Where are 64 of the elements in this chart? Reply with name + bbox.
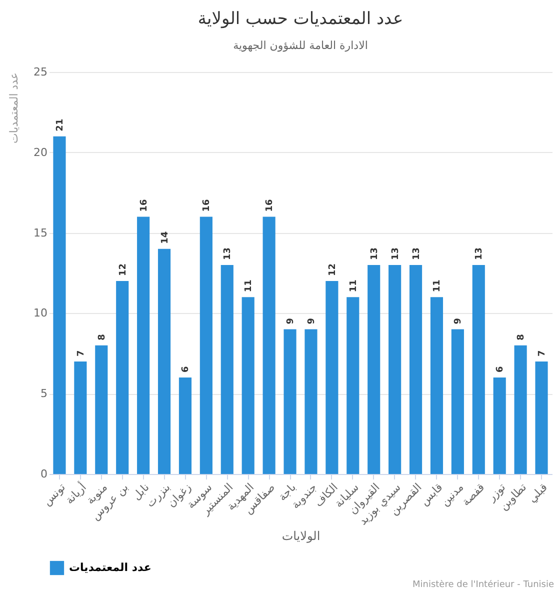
data-label: 8: [516, 334, 527, 340]
x-axis-title: الولايات: [282, 528, 320, 543]
bar: [116, 281, 129, 474]
y-tick-label: 10: [34, 306, 48, 320]
data-label: 14: [160, 231, 170, 244]
data-label: 7: [76, 350, 86, 356]
bar: [388, 264, 402, 474]
data-label: 8: [97, 334, 108, 340]
bar: [430, 297, 444, 474]
data-label: 16: [265, 199, 276, 212]
data-label: 13: [474, 247, 485, 260]
bar: [304, 329, 318, 474]
data-label: 9: [286, 318, 296, 324]
data-label: 13: [390, 247, 401, 260]
x-tick-label: تونس: [40, 480, 68, 508]
bar: [409, 264, 422, 474]
bar: [284, 329, 296, 474]
data-label: 11: [348, 280, 359, 292]
data-label: 7: [538, 350, 548, 356]
x-tick-label: نابل: [130, 480, 152, 503]
bar: [200, 216, 212, 474]
data-label: 16: [139, 199, 150, 212]
bar: [493, 378, 506, 474]
data-label: 6: [496, 366, 506, 373]
data-label: 9: [306, 318, 317, 324]
data-label: 11: [244, 280, 254, 292]
data-label: 6: [181, 366, 192, 373]
bar: [346, 297, 360, 474]
bar: [74, 361, 87, 474]
data-label: 13: [370, 247, 380, 260]
bar: [535, 361, 548, 474]
y-tick-label: 5: [40, 387, 48, 400]
y-tick-label: 20: [34, 146, 48, 159]
data-label: 12: [118, 264, 128, 276]
legend-label: عدد المعتمديات: [69, 561, 152, 574]
x-tick-label: قبلي: [526, 480, 550, 506]
text: Ministère de l'Intérieur - Tunisie: [411, 580, 555, 590]
data-label: 13: [412, 247, 422, 260]
bar: [53, 136, 66, 474]
data-label: 9: [454, 318, 464, 324]
bar: [451, 329, 464, 474]
bar: [368, 264, 380, 474]
bar: [514, 345, 527, 474]
x-tick-label: توزر: [484, 480, 508, 504]
bar: [137, 216, 150, 474]
y-tick-label: 25: [34, 66, 48, 78]
chart-subtitle: الادارة العامة للشؤون الجهوية: [233, 39, 368, 52]
data-label: 12: [328, 264, 338, 276]
bar: [158, 248, 171, 474]
bar: [326, 281, 338, 474]
y-axis-title: عدد المعتمديات: [8, 72, 20, 144]
data-label: 13: [223, 247, 234, 260]
bar: [95, 345, 108, 474]
data-label: 16: [202, 199, 212, 212]
chart-title: عدد المعتمديات حسب الولاية: [198, 9, 404, 29]
bar: [262, 216, 276, 474]
bar: [472, 264, 485, 474]
y-tick-label: 15: [34, 226, 48, 240]
y-tick-label: 0: [40, 468, 48, 480]
data-label: 21: [55, 118, 66, 132]
data-label: 11: [432, 280, 443, 292]
bar: [178, 378, 192, 474]
bar: [220, 264, 234, 474]
bar: [242, 297, 254, 474]
